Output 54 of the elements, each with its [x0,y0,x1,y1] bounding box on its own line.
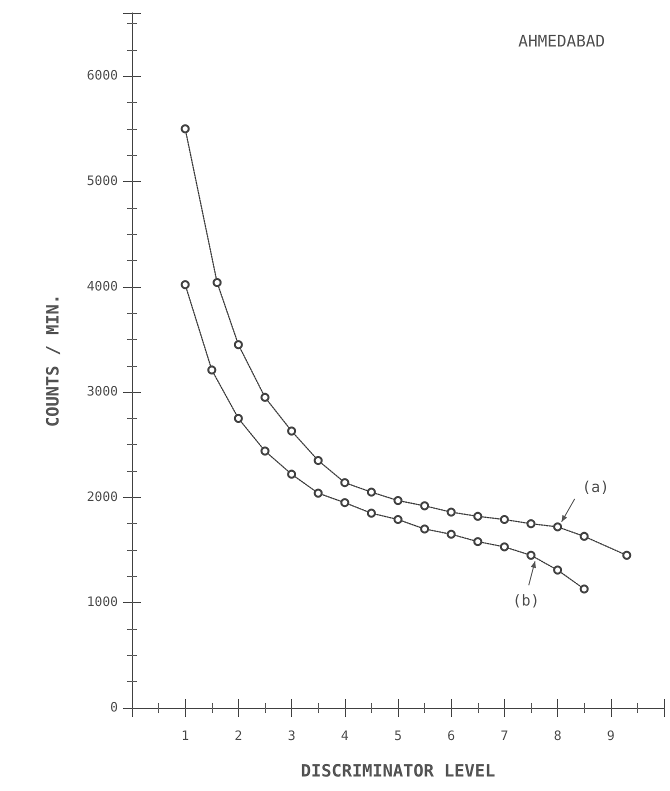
x-tick-label: 7 [500,729,508,744]
series-label: (b) [512,591,540,610]
x-tick-label: 8 [554,729,562,744]
point [500,515,509,524]
point [234,340,243,350]
point [340,478,350,488]
point [260,392,270,402]
point [366,488,376,497]
point [420,501,430,510]
x-tick-label: 4 [340,729,349,744]
x-axis-title: DISCRIMINATOR LEVEL [300,762,496,782]
y-tick-label: 4000 [86,279,118,294]
point [580,532,589,541]
point [526,550,536,560]
y-tick-label: 6000 [86,68,118,84]
point [473,512,482,521]
point [212,278,222,288]
y-tick-label: 5000 [86,174,118,189]
x-tick-label: 6 [447,729,456,744]
point [446,530,456,539]
point [314,488,323,498]
point [473,537,482,546]
point [180,280,190,290]
point [366,508,376,518]
x-tick-label: 5 [394,729,402,744]
y-tick-label: 2000 [86,490,118,505]
point [394,496,402,506]
point [420,524,430,534]
point [553,522,562,532]
point [340,498,350,508]
text: AHMEDABAD [518,32,606,50]
point [260,446,270,456]
x-tick-label: 1 [181,729,190,744]
point [180,124,190,134]
point [287,426,296,436]
point [580,584,589,594]
x-tick-label: 3 [288,729,296,744]
y-tick-label: 0 [110,700,118,716]
point [446,508,456,517]
point [234,414,243,423]
point [526,519,536,528]
y-tick-label: 3000 [86,384,118,400]
point [622,550,632,560]
y-axis-title: COUNTS / MIN. [44,294,64,428]
point [500,542,509,552]
point [314,456,323,466]
point [553,566,562,575]
point [394,515,402,524]
x-tick-label: 9 [606,729,615,744]
text: (a) [582,478,610,496]
y-tick-label: 1000 [86,595,118,610]
point [207,365,216,374]
point [287,470,296,479]
x-tick-label: 2 [234,729,242,744]
